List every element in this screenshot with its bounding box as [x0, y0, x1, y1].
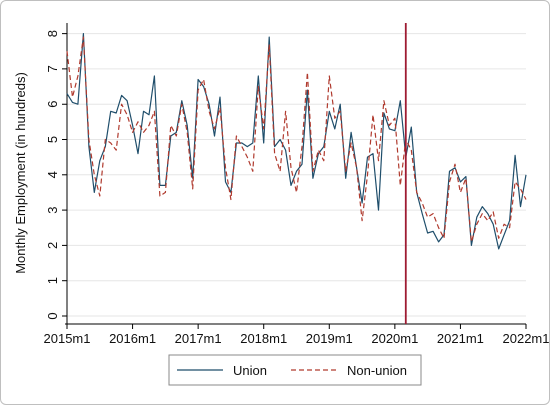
x-tick-label: 2022m1	[503, 331, 549, 346]
legend-label-non-union: Non-union	[347, 363, 407, 378]
series-line-non-union	[66, 36, 527, 243]
y-tick-label: 6	[45, 101, 60, 108]
legend: Union Non-union	[168, 354, 422, 386]
y-tick-label: 0	[45, 312, 60, 319]
x-tick-label: 2016m1	[109, 331, 156, 346]
x-tick-label: 2018m1	[240, 331, 287, 346]
y-tick-label: 8	[45, 30, 60, 37]
y-tick-label: 2	[45, 242, 60, 249]
x-tick-label: 2015m1	[44, 331, 91, 346]
plot-area	[57, 23, 537, 323]
y-gridlines	[67, 33, 526, 317]
y-tick-label: 7	[45, 65, 60, 72]
axes: 0 1 2 3 4 5 6 7 8 2015m1 2016m1 2017m1 2018m1 2019m1 2…	[44, 23, 549, 346]
y-tick-label: 1	[45, 277, 60, 284]
x-tick-label: 2021m1	[437, 331, 484, 346]
series-line-union	[66, 32, 527, 250]
y-tick-label: 5	[45, 136, 60, 143]
series-lines	[66, 32, 527, 250]
x-tick-label: 2020m1	[371, 331, 418, 346]
y-tick-label: 4	[45, 171, 60, 178]
y-tick-label: 3	[45, 206, 60, 213]
x-tick-label: 2019m1	[306, 331, 353, 346]
y-axis-title: Monthly Employment (in hundreds)	[13, 72, 28, 274]
legend-label-union: Union	[233, 363, 267, 378]
x-tick-label: 2017m1	[175, 331, 222, 346]
